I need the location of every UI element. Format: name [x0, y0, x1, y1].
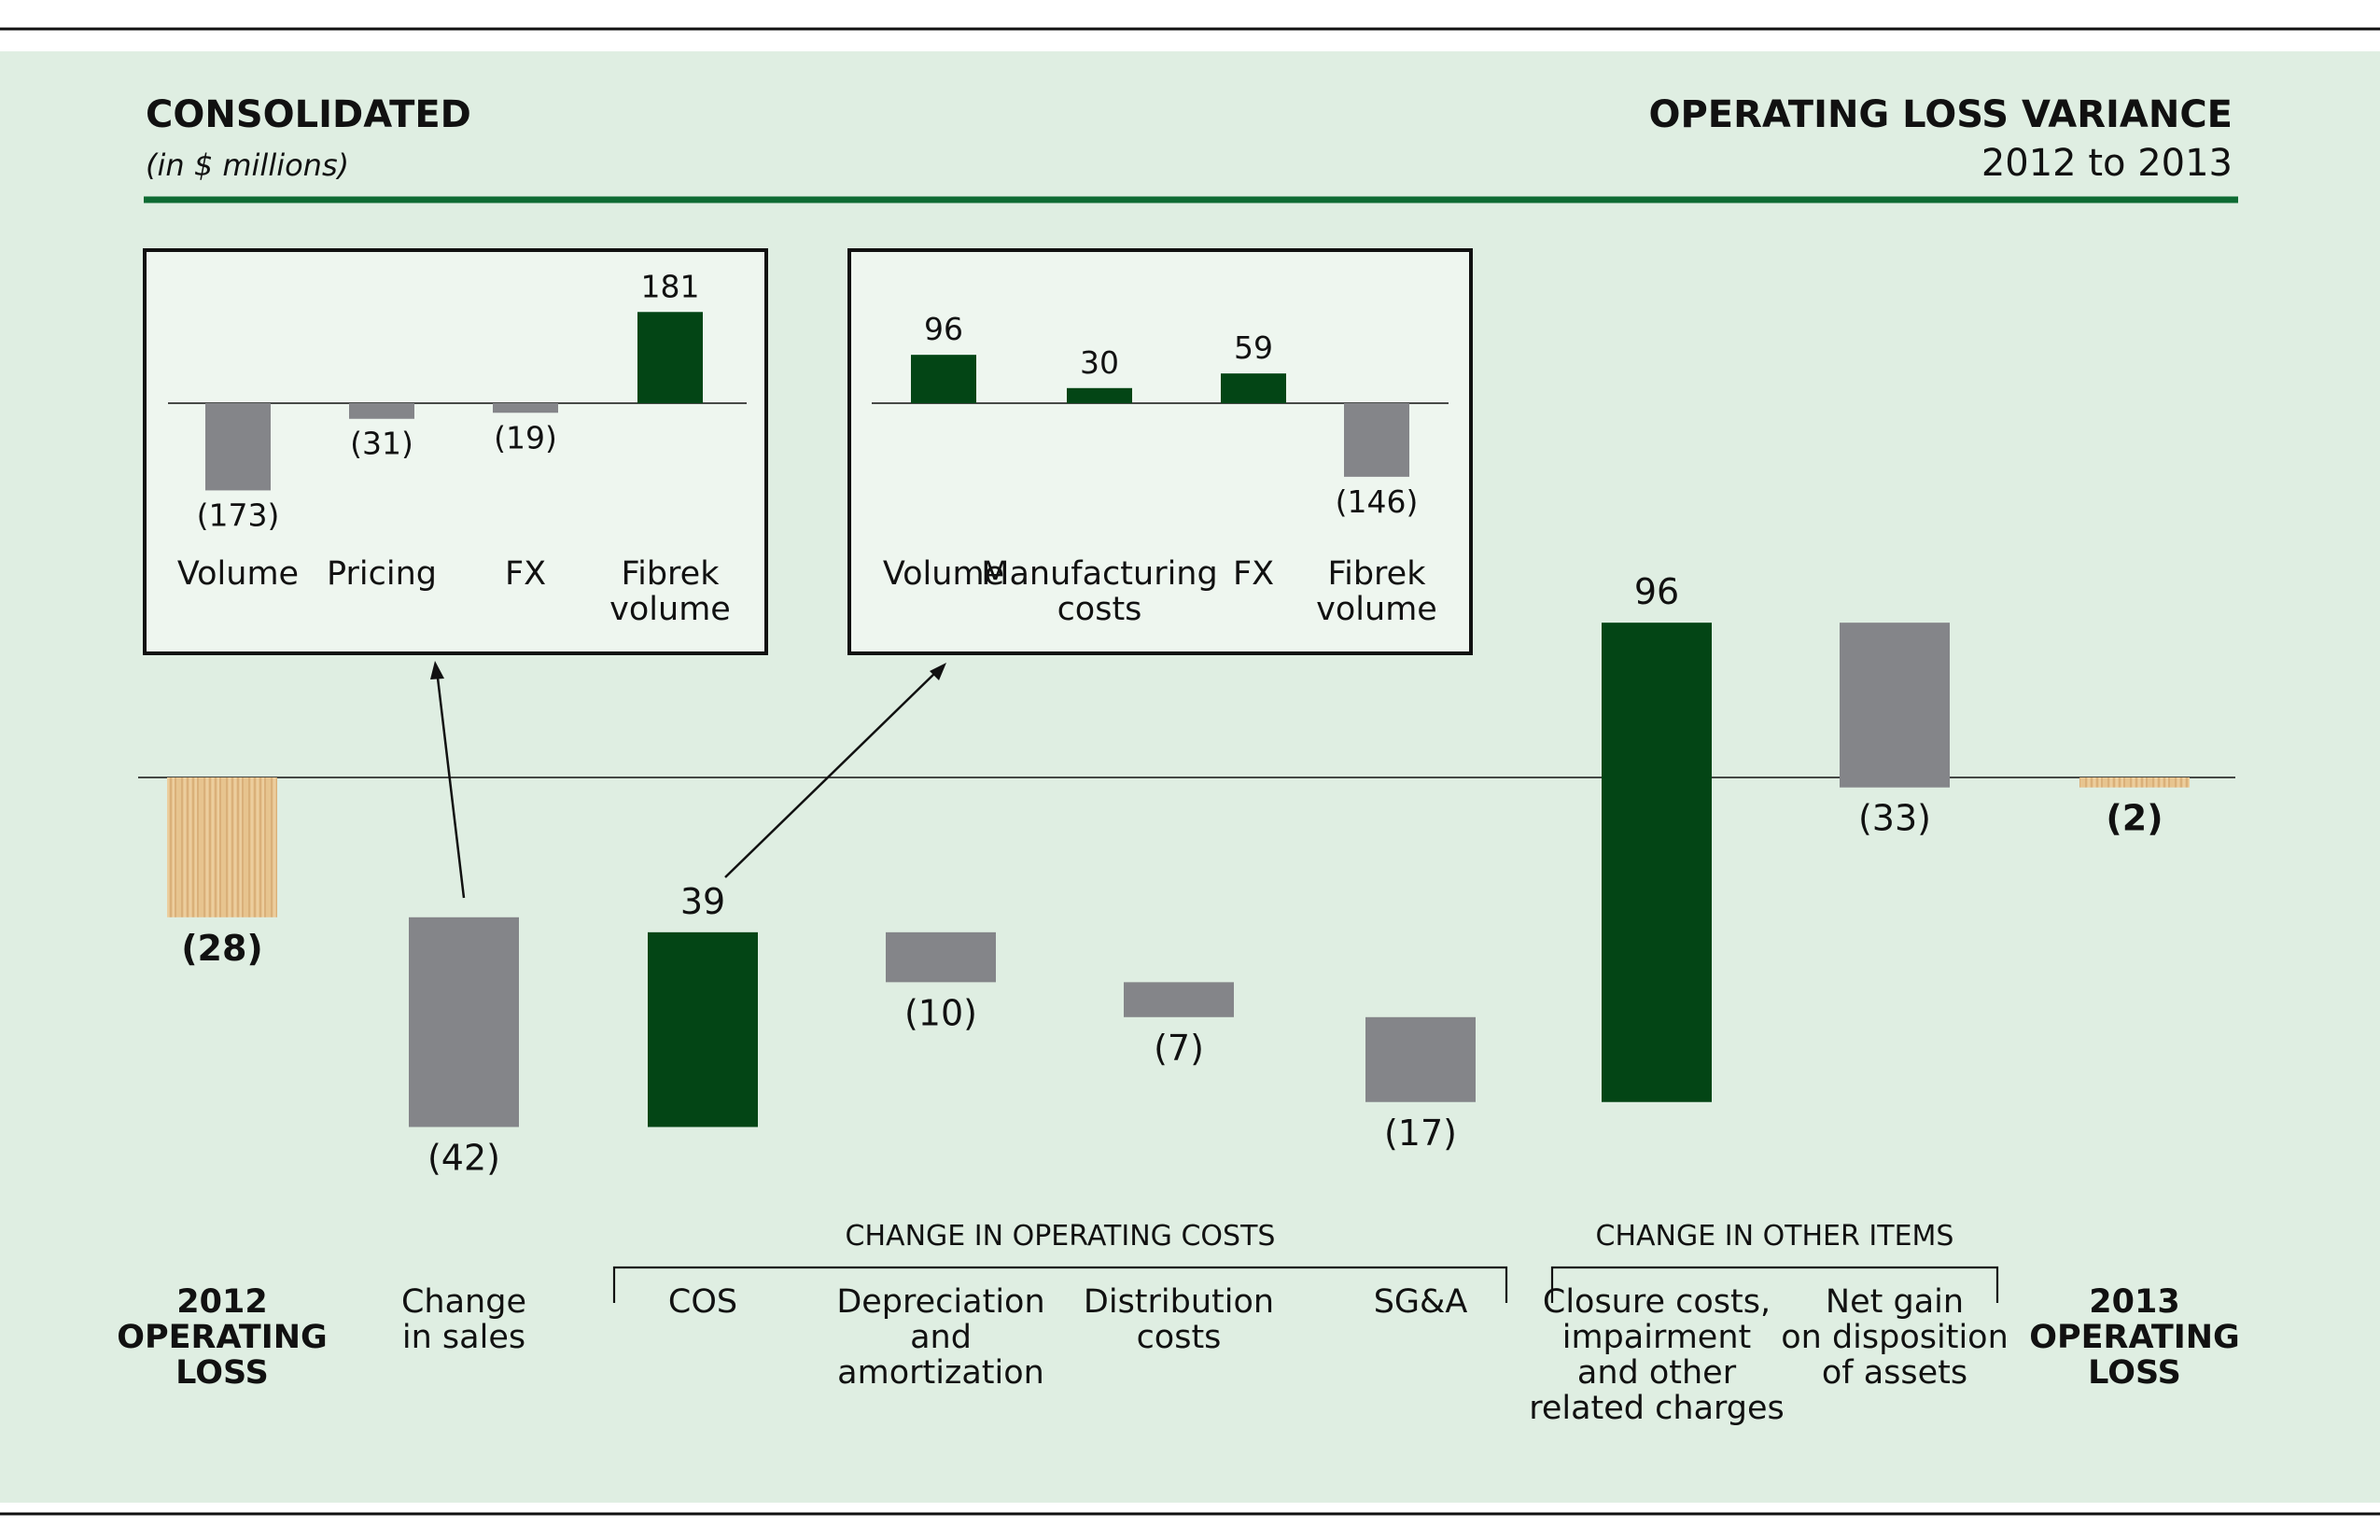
bar [886, 931, 996, 983]
inset-data-label: (31) [350, 426, 413, 462]
inset-data-label: (146) [1336, 483, 1419, 520]
arrow-change-in-sales [435, 669, 466, 899]
inset-bar [1067, 387, 1132, 403]
inset-category-label: Fibrek volume [609, 555, 731, 628]
inset-category-label: FX [505, 555, 546, 593]
inset-category-label: FX [1233, 555, 1274, 593]
bar [167, 777, 277, 917]
inset-chart-cos: 96 Volume 30 Manufacturing costs 59 FX (146) Fib… [872, 311, 1449, 628]
chart-subtitle-right: 2012 to 2013 [1981, 142, 2233, 185]
arrowhead-icon [930, 663, 946, 680]
category-label: Closure costs, impairment and other related… [1529, 1283, 1785, 1427]
group-bracket [1550, 1266, 1999, 1303]
bar [1602, 623, 1712, 1102]
bar [648, 931, 758, 1127]
group-label: CHANGE IN OTHER ITEMS [1596, 1220, 1954, 1253]
inset-bar [1344, 403, 1409, 477]
inset-bar [911, 355, 976, 403]
data-label: (42) [427, 1138, 500, 1179]
inset-bar [1221, 373, 1286, 403]
data-label: (10) [904, 992, 977, 1033]
inset-category-label: Volume [883, 555, 1004, 593]
category-label: Depreciation and amortization [836, 1283, 1044, 1392]
arrow-cos [724, 669, 939, 878]
bar [1124, 982, 1234, 1017]
category-label: 2012 OPERATING LOSS [117, 1283, 328, 1392]
category-label: Net gain on disposition of assets [1781, 1283, 2009, 1392]
group-label: CHANGE IN OPERATING COSTS [846, 1220, 1276, 1253]
data-label: (28) [181, 928, 263, 969]
inset-bar [205, 403, 271, 491]
data-label: (17) [1384, 1113, 1457, 1154]
chart-subtitle: (in $ millions) [146, 147, 349, 183]
inset-data-label: 30 [1080, 344, 1119, 381]
data-label: (2) [2106, 798, 2163, 839]
inset-data-label: (173) [197, 497, 280, 533]
category-label: COS [668, 1283, 737, 1321]
group-bracket [612, 1266, 1508, 1303]
data-label: (33) [1858, 798, 1931, 839]
data-label: 96 [1634, 571, 1679, 612]
category-label: Distribution costs [1084, 1283, 1274, 1356]
bar [1365, 1016, 1476, 1102]
inset-category-label: Pricing [327, 555, 437, 593]
bar [2079, 777, 2190, 788]
inset-category-label: Volume [177, 555, 299, 593]
inset-bar [637, 312, 703, 403]
inset-data-label: (19) [494, 419, 557, 455]
data-label: 39 [680, 881, 725, 922]
bar [1840, 623, 1950, 788]
category-label: SG&A [1374, 1283, 1468, 1321]
inset-chart-change-in-sales: (173) Volume (31) Pricing (19) FX 181 Fibrek vol… [168, 268, 747, 628]
inset-bar [349, 403, 414, 419]
data-label: (7) [1154, 1028, 1204, 1069]
chart-title: CONSOLIDATED [146, 93, 471, 136]
bar [409, 917, 519, 1127]
arrowhead-icon [430, 661, 444, 679]
category-label: Change in sales [401, 1283, 526, 1356]
category-label: 2013 OPERATING LOSS [2029, 1283, 2240, 1392]
inset-category-label: Fibrek volume [1316, 555, 1437, 628]
inset-data-label: 181 [641, 268, 700, 304]
inset-category-label: Manufacturing costs [981, 555, 1217, 628]
inset-bar [493, 403, 558, 413]
inset-data-label: 96 [924, 311, 963, 347]
main-waterfall-chart: (28) 2012 OPERATING LOSS (42) Change in sales 3… [117, 571, 2240, 1427]
inset-data-label: 59 [1234, 329, 1273, 366]
chart-title-right: OPERATING LOSS VARIANCE [1648, 93, 2233, 136]
